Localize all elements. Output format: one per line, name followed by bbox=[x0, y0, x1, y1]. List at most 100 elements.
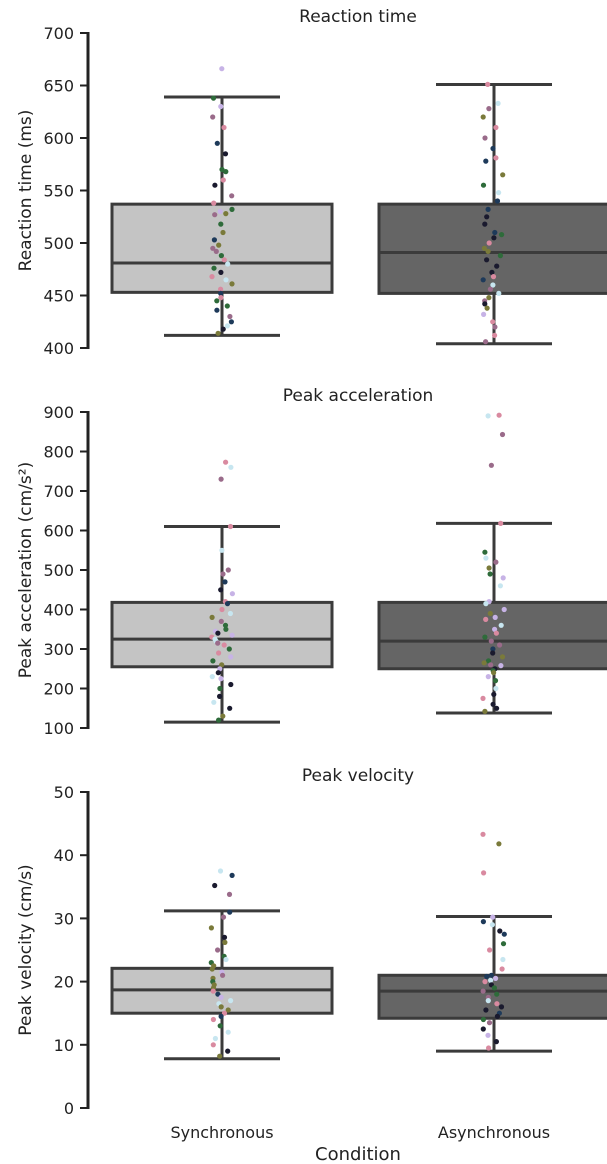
data-point bbox=[496, 412, 502, 418]
data-point bbox=[216, 650, 222, 656]
data-point bbox=[215, 991, 221, 997]
data-point bbox=[225, 1029, 231, 1035]
data-point bbox=[218, 103, 224, 110]
data-point bbox=[222, 939, 228, 946]
data-point bbox=[480, 182, 487, 188]
data-point bbox=[218, 676, 224, 682]
box-synchronous bbox=[110, 868, 334, 1061]
data-point bbox=[219, 166, 225, 173]
data-point bbox=[483, 1007, 489, 1013]
data-point bbox=[214, 298, 220, 304]
data-point bbox=[483, 339, 489, 345]
data-point bbox=[212, 1035, 218, 1042]
data-point bbox=[216, 242, 222, 248]
data-point bbox=[220, 229, 226, 236]
data-point bbox=[218, 994, 224, 1001]
data-point bbox=[218, 618, 224, 625]
data-point bbox=[215, 640, 221, 646]
data-point bbox=[497, 253, 503, 259]
y-tick-label: 200 bbox=[43, 680, 74, 699]
data-point bbox=[499, 654, 506, 660]
data-point bbox=[491, 691, 497, 698]
data-point bbox=[218, 476, 224, 482]
data-point bbox=[490, 914, 496, 920]
data-point bbox=[217, 1023, 223, 1029]
data-point bbox=[493, 630, 499, 636]
data-point bbox=[490, 701, 496, 707]
data-point bbox=[494, 991, 500, 997]
data-point bbox=[485, 413, 491, 419]
data-point bbox=[222, 151, 229, 157]
data-point bbox=[218, 290, 224, 296]
data-point bbox=[488, 462, 494, 468]
data-point bbox=[487, 571, 493, 577]
data-point bbox=[492, 626, 498, 632]
data-point bbox=[489, 922, 495, 928]
data-point bbox=[221, 1010, 228, 1016]
data-point bbox=[211, 699, 217, 705]
data-point bbox=[482, 301, 488, 307]
data-point bbox=[228, 319, 234, 325]
data-point bbox=[208, 925, 214, 931]
y-tick-label: 300 bbox=[43, 640, 74, 659]
y-tick-label: 30 bbox=[54, 909, 74, 928]
box-asynchronous bbox=[377, 81, 607, 346]
data-point bbox=[210, 245, 216, 251]
data-point bbox=[229, 591, 235, 597]
data-point bbox=[217, 693, 223, 700]
data-point bbox=[210, 1042, 216, 1048]
x-tick-label-asynchronous: Asynchronous bbox=[438, 1123, 550, 1142]
data-point bbox=[218, 1004, 224, 1010]
data-point bbox=[495, 100, 501, 106]
data-point bbox=[218, 1013, 224, 1020]
data-point bbox=[488, 977, 494, 983]
data-point bbox=[499, 431, 506, 438]
data-point bbox=[486, 565, 492, 571]
data-point bbox=[480, 1016, 486, 1023]
y-tick-label: 40 bbox=[54, 846, 74, 865]
data-point bbox=[492, 332, 498, 338]
data-point bbox=[483, 601, 489, 607]
box-body bbox=[377, 973, 607, 1020]
data-point bbox=[229, 206, 235, 212]
data-point bbox=[222, 579, 228, 585]
data-point bbox=[487, 286, 493, 292]
panel-3: Peak velocity 0 10 20 30 40 50 Peak velocity (c… bbox=[16, 766, 607, 1118]
data-point bbox=[485, 998, 491, 1004]
data-point bbox=[486, 1045, 492, 1051]
data-point bbox=[227, 313, 233, 320]
y-tick-label: 400 bbox=[43, 601, 74, 620]
data-point bbox=[221, 934, 228, 941]
data-point bbox=[218, 587, 224, 593]
data-point bbox=[220, 914, 227, 920]
data-point bbox=[496, 841, 502, 847]
data-point bbox=[488, 662, 494, 668]
data-point bbox=[480, 114, 486, 120]
data-point bbox=[480, 831, 486, 837]
y-tick-label: 500 bbox=[43, 561, 74, 580]
box-asynchronous bbox=[377, 412, 607, 715]
data-point bbox=[215, 630, 221, 636]
y-tick-label: 600 bbox=[43, 522, 74, 541]
data-point bbox=[211, 237, 217, 243]
data-point bbox=[229, 872, 235, 879]
box-body bbox=[110, 202, 334, 294]
data-point bbox=[487, 947, 493, 953]
data-point bbox=[219, 547, 225, 553]
y-tick-label: 0 bbox=[64, 1099, 74, 1118]
data-point bbox=[211, 200, 217, 206]
data-point bbox=[218, 269, 224, 275]
y-tick-label: 900 bbox=[43, 403, 74, 422]
data-point bbox=[212, 212, 218, 218]
data-point bbox=[217, 208, 223, 215]
data-point bbox=[493, 155, 499, 161]
data-point bbox=[480, 695, 486, 702]
data-point bbox=[486, 106, 492, 112]
data-point bbox=[223, 211, 229, 217]
data-point bbox=[482, 135, 488, 141]
data-point bbox=[498, 1004, 505, 1010]
data-point bbox=[493, 559, 499, 565]
data-point bbox=[225, 1048, 231, 1054]
data-point bbox=[209, 274, 215, 280]
